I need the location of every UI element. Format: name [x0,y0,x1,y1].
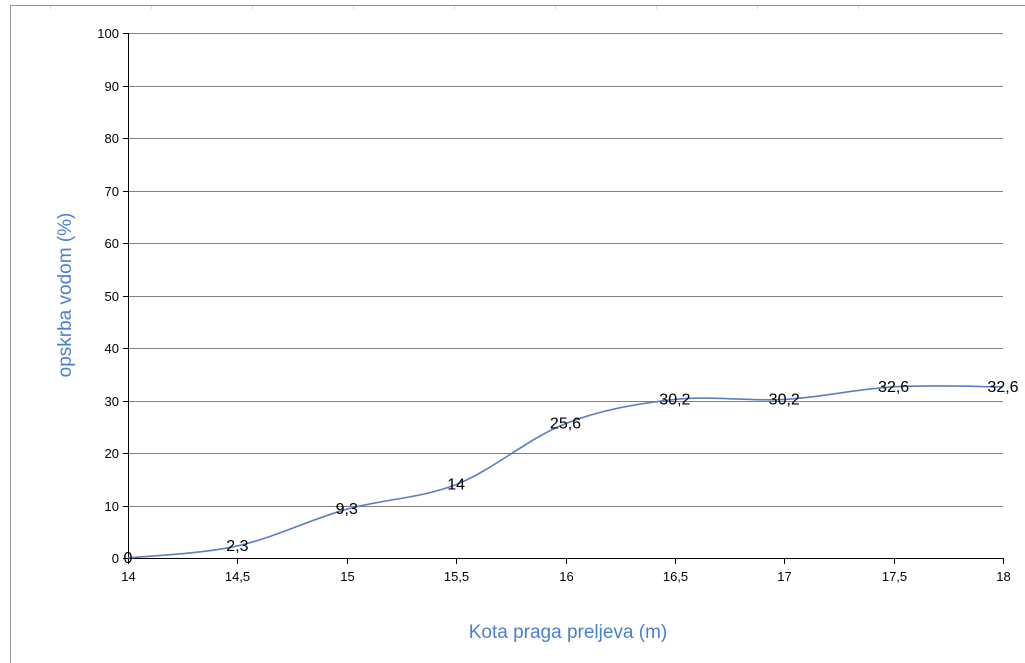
y-axis-title: opskrba vodom (%) [55,213,76,378]
y-tick-label: 80 [105,131,119,146]
y-tick-label: 0 [112,551,119,566]
data-label: 2,3 [226,538,248,555]
x-tick-label: 15,5 [444,569,469,584]
x-tick-label: 16,5 [663,569,688,584]
y-tick-label: 70 [105,184,119,199]
data-label: 32,6 [987,379,1018,396]
data-label: 14 [447,477,465,494]
data-label: 25,6 [550,416,581,433]
x-tick-label: 18 [996,569,1010,584]
y-tick-label: 50 [105,289,119,304]
x-tick-label: 15 [340,569,354,584]
x-tick-label: 14 [121,569,135,584]
series-line [127,385,1004,559]
data-label: 0 [124,550,133,567]
y-tick-label: 10 [105,499,119,514]
x-tick-label: 17 [777,569,791,584]
y-tick-label: 40 [105,341,119,356]
chart-frame [10,5,1025,663]
data-label: 30,2 [769,391,800,408]
y-tick-label: 100 [97,26,119,41]
data-label: 30,2 [659,391,690,408]
x-tick-label: 16 [559,569,573,584]
data-labels: 0 2,3 9,3 14 25,6 30,2 30,2 32,6 32,6 [124,379,1019,567]
x-axis-title: Kota praga preljeva (m) [469,622,668,643]
y-tick-label: 30 [105,394,119,409]
gridlines [123,33,1003,559]
axes [128,33,1004,564]
data-label: 32,6 [878,379,909,396]
y-tick-label: 90 [105,79,119,94]
data-label: 9,3 [336,501,358,518]
series [127,385,1004,559]
x-tick-label: 14,5 [225,569,250,584]
x-tick-label: 17,5 [882,569,907,584]
tick-labels: 0 10 20 30 40 50 60 70 80 90 100 14 14,5 15 15,5 16 16,5… [97,26,1010,584]
y-tick-label: 20 [105,446,119,461]
y-tick-label: 60 [105,236,119,251]
